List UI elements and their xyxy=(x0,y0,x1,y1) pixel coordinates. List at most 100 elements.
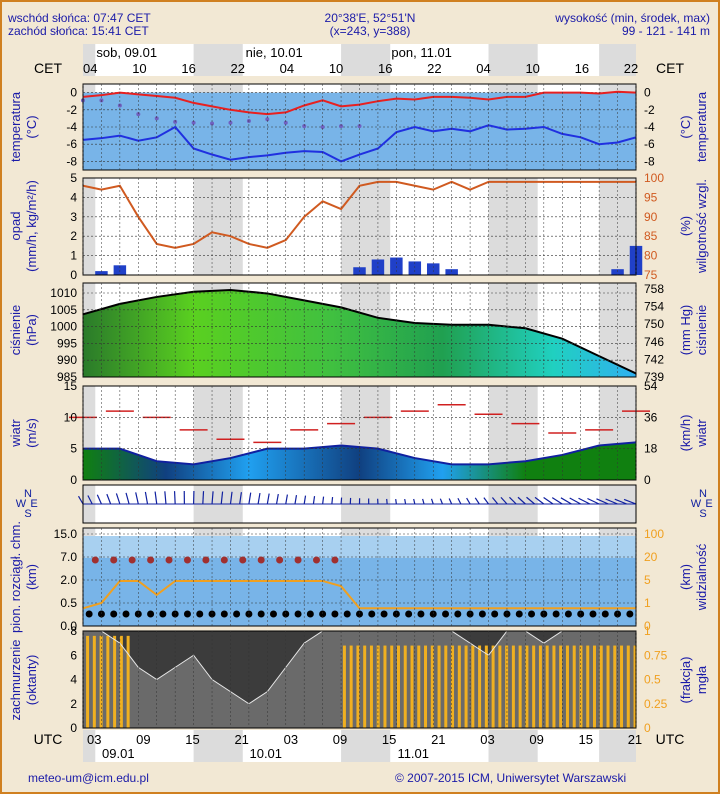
wind-arrow xyxy=(248,492,252,505)
wind-arrow xyxy=(430,498,434,505)
wind-arrow xyxy=(294,495,298,505)
fog-bar xyxy=(545,645,549,728)
vis-tick-left: 0.0 xyxy=(60,619,77,633)
wind-arrow xyxy=(543,496,554,505)
side-label-right: (°C) xyxy=(678,115,693,138)
coords-text: 20°38'E, 52°51'N xyxy=(324,11,416,25)
fog-bar xyxy=(119,635,123,728)
temp-tick-right: -2 xyxy=(644,103,655,117)
wind-arrow xyxy=(474,497,480,505)
fog-bar xyxy=(349,645,353,728)
wind-arrow xyxy=(239,492,242,505)
side-label-right-title: temperatura xyxy=(694,91,709,162)
side-label-left-unit: (hPa) xyxy=(24,314,39,346)
fog-bar xyxy=(390,645,394,728)
temp-dot xyxy=(320,125,325,129)
cloud-base-dot xyxy=(601,610,609,618)
cloud-top-dot xyxy=(183,556,191,564)
cloud-base-dot xyxy=(257,610,265,618)
fog-bar xyxy=(620,645,624,728)
fog-bar xyxy=(437,645,441,728)
wind-arrow xyxy=(303,495,307,505)
fog-bar xyxy=(383,645,387,728)
fog-bar xyxy=(410,645,414,728)
side-label-left-unit: (m/s) xyxy=(24,418,39,448)
wind-tick-left: 10 xyxy=(64,410,78,424)
fog-bar xyxy=(478,645,482,728)
panel-border xyxy=(82,484,637,524)
side-label-right-title: wilgotność wzgl. xyxy=(694,179,709,274)
vis-tick-right: 20 xyxy=(644,550,658,564)
cloud-top-dot xyxy=(202,556,210,564)
bottom-night-band xyxy=(83,730,96,762)
wind-arrow xyxy=(257,492,261,505)
top-hour-label: 10 xyxy=(132,61,146,76)
humidity-tick-right: 75 xyxy=(644,268,658,282)
wind-arrow xyxy=(551,497,563,505)
fog-bar xyxy=(491,645,495,728)
temp-tick-right: -6 xyxy=(644,137,655,151)
cloud-top-dot xyxy=(239,556,247,564)
fog-tick-right: 0.75 xyxy=(644,648,668,662)
wind-arrow xyxy=(125,492,130,505)
top-night-band xyxy=(83,44,96,76)
wind-tick-right: 54 xyxy=(644,379,658,393)
fog-bar xyxy=(430,645,434,728)
fog-tick-right: 0.25 xyxy=(644,697,668,711)
utc-label-left: UTC xyxy=(34,731,63,747)
wind-arrow xyxy=(509,496,517,505)
vis-tick-right: 5 xyxy=(644,573,651,587)
precip-bar xyxy=(426,263,440,275)
wind-arrow xyxy=(596,498,609,505)
side-label-right-title: widzialność xyxy=(694,543,709,611)
fog-bar xyxy=(417,645,421,728)
fog-bar xyxy=(505,645,509,728)
fog-bar xyxy=(444,645,448,728)
cloud-base-dot xyxy=(294,610,302,618)
side-label-right-title: wiatr xyxy=(694,419,709,448)
wind-tick-left: 5 xyxy=(70,442,77,456)
compass-w: W xyxy=(691,498,702,510)
fog-bar xyxy=(518,645,522,728)
vis-tick-right: 0 xyxy=(644,619,651,633)
cloud-tick-left: 4 xyxy=(70,673,77,687)
wind-arrow xyxy=(578,497,591,505)
cloud-base-dot xyxy=(491,610,499,618)
wind-arrow xyxy=(87,495,93,505)
pressure-tick-right: 739 xyxy=(644,370,664,384)
vis-tick-right: 100 xyxy=(644,527,664,541)
pressure-tick-left: 1010 xyxy=(50,286,77,300)
fog-bar xyxy=(126,635,130,728)
wind-arrow xyxy=(106,493,112,505)
fog-bar xyxy=(92,635,96,728)
cloud-base-dot xyxy=(626,610,634,618)
grid-text: (x=243, y=388) xyxy=(329,24,411,38)
bottom-night-band xyxy=(599,730,636,762)
wind-arrow xyxy=(340,497,343,505)
bottom-night-band xyxy=(193,730,243,762)
side-label-right: (frakcja) xyxy=(678,657,693,704)
top-hour-label: 04 xyxy=(280,61,294,76)
night-band xyxy=(341,178,391,275)
cet-label-right: CET xyxy=(656,60,684,76)
pressure-tick-left: 990 xyxy=(57,353,77,367)
wind-arrow xyxy=(285,494,288,505)
wind-arrow xyxy=(229,491,233,505)
fog-bar xyxy=(498,645,502,728)
top-day-label: sob, 09.01 xyxy=(96,45,157,60)
top-night-band xyxy=(193,44,243,76)
wind-tick-right: 18 xyxy=(644,442,658,456)
cloud-base-dot xyxy=(233,610,241,618)
cloud-base-dot xyxy=(220,610,228,618)
side-label-right: (km/h) xyxy=(678,415,693,452)
wind-arrow xyxy=(448,498,453,505)
temp-series-line xyxy=(82,124,637,163)
cloud-tick-left: 8 xyxy=(70,624,77,638)
elevation: wysokość (min, środek, max) 99 - 121 - 1… xyxy=(505,12,710,38)
compass-e: E xyxy=(705,498,712,510)
cloud-top-dot xyxy=(276,556,284,564)
night-band xyxy=(83,178,96,275)
fog-bar xyxy=(538,645,542,728)
contact-email: meteo-um@icm.edu.pl xyxy=(28,771,149,785)
